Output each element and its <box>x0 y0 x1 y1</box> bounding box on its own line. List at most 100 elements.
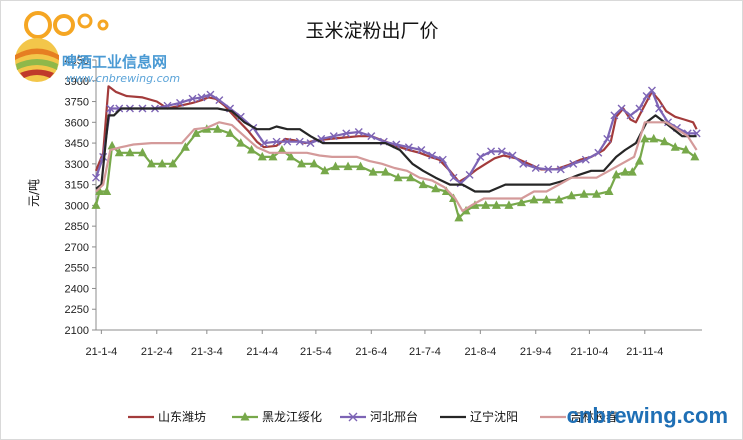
triangle-marker <box>592 189 602 198</box>
triangle-marker <box>247 145 257 154</box>
x-marker <box>569 159 578 168</box>
x-marker <box>272 137 281 146</box>
legend-label: 河北邢台 <box>370 409 418 424</box>
x-tick-label: 21-9-4 <box>520 346 552 358</box>
x-tick-label: 21-11-4 <box>626 346 663 358</box>
triangle-marker <box>491 200 501 209</box>
x-marker <box>603 134 612 143</box>
triangle-marker <box>381 167 391 176</box>
logo-globe-band-2 <box>16 59 58 70</box>
triangle-marker <box>277 145 287 154</box>
triangle-marker <box>114 147 124 157</box>
x-marker <box>594 148 603 157</box>
x-marker <box>438 155 447 164</box>
triangle-marker <box>454 212 464 222</box>
x-marker <box>544 165 553 174</box>
x-marker <box>306 139 315 148</box>
brand-logo: 啤酒工业信息网 www.cnbrewing.com <box>15 11 180 85</box>
x-tick-label: 21-5-4 <box>300 346 332 358</box>
triangle-marker <box>180 142 190 151</box>
triangle-marker <box>541 194 551 204</box>
y-tick-label: 3300 <box>65 159 89 171</box>
x-marker <box>404 143 413 152</box>
x-marker <box>236 112 245 121</box>
legend-item: 辽宁沈阳 <box>440 409 518 424</box>
x-marker <box>295 137 304 146</box>
triangle-marker <box>213 124 223 133</box>
triangle-marker <box>368 167 378 176</box>
triangle-marker <box>91 200 101 209</box>
legend-item: 黑龙江绥化 <box>232 410 322 424</box>
x-marker <box>106 104 115 113</box>
triangle-marker <box>406 172 416 182</box>
triangle-marker <box>137 147 147 157</box>
x-marker <box>497 147 506 156</box>
x-tick-label: 21-3-4 <box>191 346 223 358</box>
y-tick-label: 3600 <box>65 117 89 129</box>
y-axis-ticks: 2100 2250 2400 2550 2700 2850 3000 3150 3300 3450… <box>65 55 96 337</box>
triangle-marker <box>649 133 659 143</box>
triangle-marker <box>690 151 700 161</box>
x-marker <box>176 98 185 107</box>
triangle-marker <box>604 186 614 196</box>
triangle-marker <box>107 140 117 150</box>
x-marker <box>626 111 635 120</box>
triangle-marker <box>309 158 319 168</box>
x-marker <box>519 159 528 168</box>
y-tick-label: 3450 <box>65 138 89 150</box>
x-marker <box>115 104 124 113</box>
x-marker <box>417 146 426 154</box>
triangle-marker <box>611 169 621 179</box>
x-marker <box>283 137 292 146</box>
legend-label: 吉林长春 <box>570 410 618 424</box>
triangle-marker <box>431 183 441 193</box>
series-line <box>95 107 697 193</box>
x-tick-label: 21-7-4 <box>409 346 441 358</box>
y-tick-label: 4050 <box>65 55 89 67</box>
x-marker <box>465 170 474 179</box>
y-tick-label: 3750 <box>65 97 89 109</box>
logo-ring-3 <box>77 13 93 29</box>
triangle-marker <box>320 165 330 175</box>
triangle-marker <box>627 167 637 176</box>
x-marker <box>92 173 100 182</box>
chart-legend: 山东潍坊 黑龙江绥化 河北邢台 辽宁沈阳 吉林长春 <box>128 409 618 424</box>
x-marker <box>367 132 376 141</box>
triangle-marker <box>634 156 644 165</box>
series-5 <box>95 121 698 212</box>
x-marker <box>260 139 269 148</box>
triangle-marker <box>461 205 471 215</box>
legend-label: 辽宁沈阳 <box>470 409 518 424</box>
x-marker <box>610 111 619 120</box>
x-marker <box>581 155 590 164</box>
triangle-marker <box>157 158 167 168</box>
legend-item: 山东潍坊 <box>128 409 206 424</box>
x-marker <box>449 173 458 182</box>
triangle-marker <box>659 136 669 146</box>
triangle-marker <box>343 161 353 171</box>
legend-x-marker <box>348 412 358 422</box>
x-marker <box>476 152 485 161</box>
triangle-marker <box>125 147 135 157</box>
plot-area <box>91 85 701 222</box>
triangle-marker <box>640 133 650 143</box>
y-tick-label: 2100 <box>65 325 89 337</box>
triangle-marker <box>481 200 491 209</box>
triangle-marker <box>567 190 577 200</box>
x-tick-label: 21-2-4 <box>141 346 173 358</box>
series-2 <box>91 124 700 222</box>
triangle-marker <box>168 158 178 168</box>
y-tick-label: 2850 <box>65 221 89 233</box>
triangle-marker <box>579 189 589 198</box>
triangle-marker <box>504 200 514 209</box>
x-axis-ticks: 21-1-4 21-2-4 21-3-4 21-4-4 21-5-4 21-6-4 21-7… <box>85 330 663 358</box>
triangle-marker <box>225 128 235 137</box>
triangle-marker <box>670 142 680 151</box>
x-tick-label: 21-8-4 <box>464 346 496 358</box>
triangle-marker <box>146 158 156 168</box>
triangle-marker <box>286 151 296 161</box>
x-marker <box>329 132 338 141</box>
series-4 <box>95 107 697 193</box>
legend-item: 河北邢台 <box>340 409 418 424</box>
